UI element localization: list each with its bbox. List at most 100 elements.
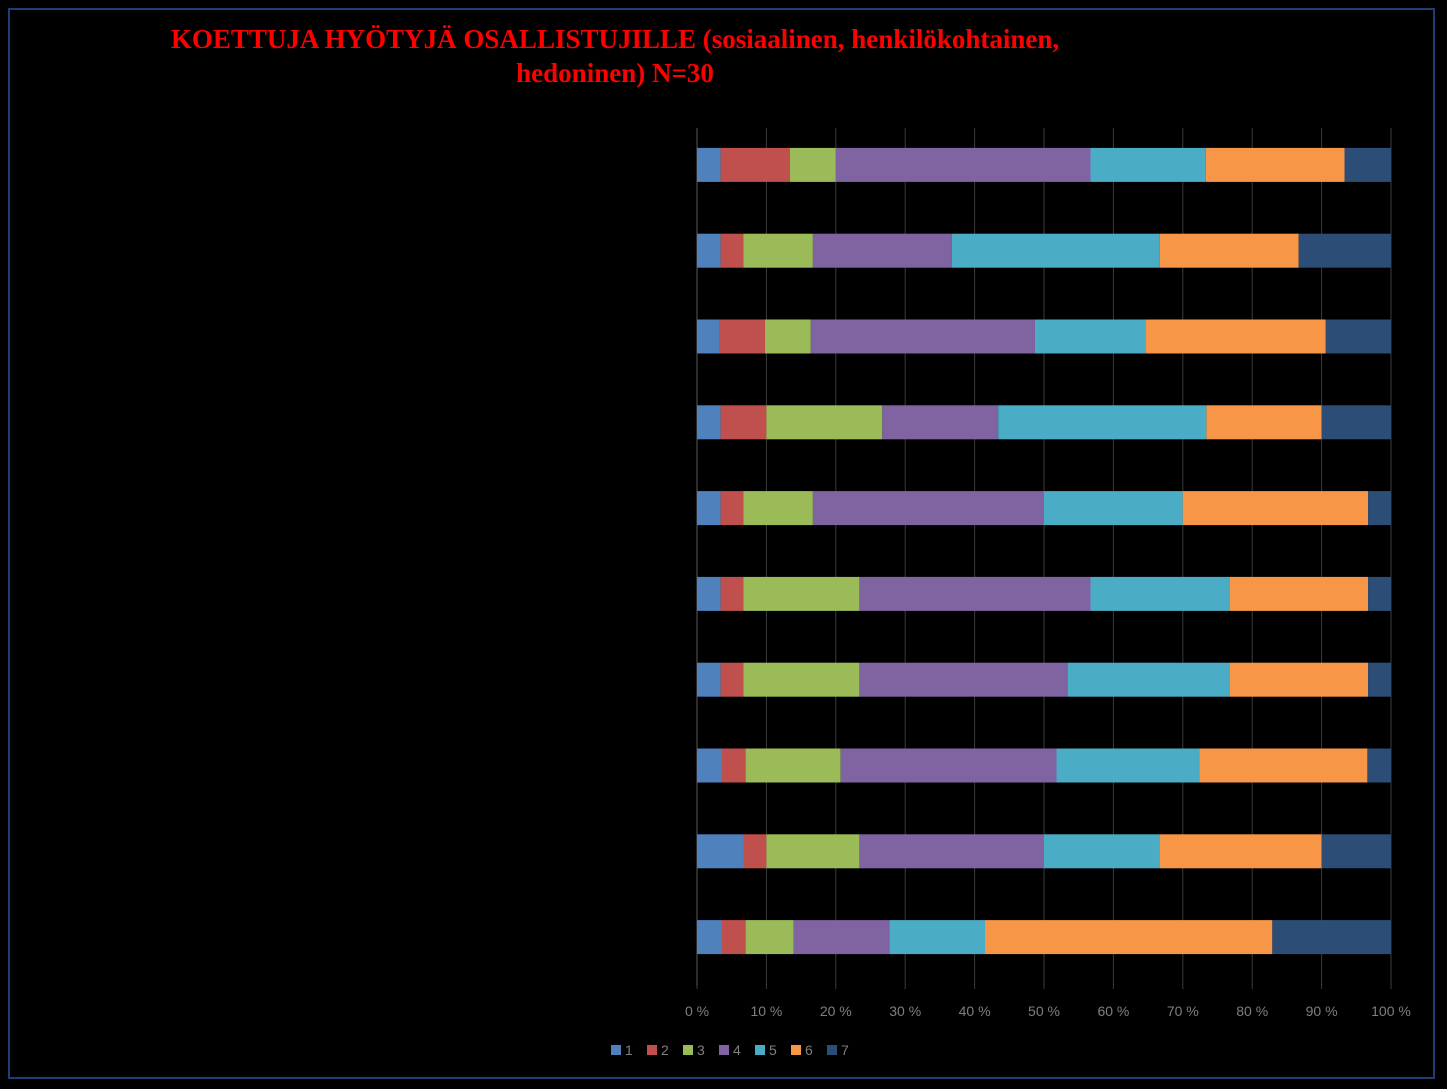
legend-label-7: 7 bbox=[841, 1042, 849, 1058]
bar-segment-row-9-series-1 bbox=[697, 834, 744, 869]
bar-segment-row-6-series-4 bbox=[859, 576, 1091, 611]
x-tick-label: 90 % bbox=[1306, 1003, 1338, 1019]
bar-segment-row-4-series-7 bbox=[1321, 405, 1391, 440]
bar-segment-row-8-series-5 bbox=[1056, 748, 1200, 783]
bar-segment-row-9-series-6 bbox=[1159, 834, 1322, 869]
bar-segment-row-3-series-2 bbox=[719, 319, 766, 354]
bar-segment-row-2-series-3 bbox=[743, 233, 813, 268]
bar-segment-row-3-series-7 bbox=[1325, 319, 1391, 354]
bar-segment-row-4-series-1 bbox=[697, 405, 721, 440]
bar-segment-row-4-series-4 bbox=[882, 405, 999, 440]
legend-label-3: 3 bbox=[697, 1042, 705, 1058]
bar-segment-row-2-series-2 bbox=[720, 233, 744, 268]
bar-segment-row-9-series-2 bbox=[743, 834, 767, 869]
x-tick-label: 100 % bbox=[1371, 1003, 1411, 1019]
x-tick-label: 70 % bbox=[1167, 1003, 1199, 1019]
bar-segment-row-9-series-4 bbox=[859, 834, 1044, 869]
bar-segment-row-4-series-6 bbox=[1206, 405, 1322, 440]
bar-segment-row-1-series-5 bbox=[1090, 147, 1206, 182]
bar-segment-row-4-series-5 bbox=[998, 405, 1207, 440]
legend-swatch-1 bbox=[611, 1045, 621, 1055]
x-tick-label: 20 % bbox=[820, 1003, 852, 1019]
x-tick-label: 0 % bbox=[685, 1003, 709, 1019]
bar-segment-row-6-series-2 bbox=[720, 576, 744, 611]
bar-segment-row-7-series-5 bbox=[1067, 662, 1230, 697]
bar-segment-row-7-series-7 bbox=[1368, 662, 1391, 697]
bar-segment-row-5-series-6 bbox=[1182, 491, 1369, 526]
bar-segment-row-3-series-5 bbox=[1034, 319, 1147, 354]
x-tick-label: 10 % bbox=[750, 1003, 782, 1019]
x-tick-label: 80 % bbox=[1236, 1003, 1268, 1019]
bar-segment-row-5-series-3 bbox=[743, 491, 813, 526]
bar-segment-row-5-series-7 bbox=[1368, 491, 1391, 526]
bar-segment-row-1-series-1 bbox=[697, 147, 721, 182]
bar-segment-row-6-series-3 bbox=[743, 576, 860, 611]
bar-segment-row-7-series-6 bbox=[1229, 662, 1369, 697]
x-tick-label: 30 % bbox=[889, 1003, 921, 1019]
bar-segment-row-10-series-3 bbox=[745, 920, 794, 955]
bar-segment-row-7-series-4 bbox=[859, 662, 1068, 697]
x-tick-label: 50 % bbox=[1028, 1003, 1060, 1019]
bar-segment-row-1-series-4 bbox=[835, 147, 1091, 182]
bar-segment-row-5-series-4 bbox=[812, 491, 1044, 526]
legend-swatch-5 bbox=[755, 1045, 765, 1055]
bar-segment-row-7-series-2 bbox=[720, 662, 744, 697]
bar-segment-row-3-series-4 bbox=[810, 319, 1035, 354]
bar-segment-row-8-series-2 bbox=[721, 748, 746, 783]
bar-segment-row-5-series-5 bbox=[1044, 491, 1183, 526]
legend-swatch-7 bbox=[827, 1045, 837, 1055]
legend-swatch-6 bbox=[791, 1045, 801, 1055]
bar-segment-row-1-series-7 bbox=[1344, 147, 1391, 182]
bar-segment-row-10-series-4 bbox=[793, 920, 890, 955]
bar-segment-row-5-series-2 bbox=[720, 491, 744, 526]
legend-swatch-4 bbox=[719, 1045, 729, 1055]
bar-segment-row-5-series-1 bbox=[697, 491, 721, 526]
bar-segment-row-3-series-3 bbox=[765, 319, 811, 354]
bar-segment-row-9-series-3 bbox=[766, 834, 860, 869]
legend-label-2: 2 bbox=[661, 1042, 669, 1058]
bar-segment-row-4-series-2 bbox=[720, 405, 767, 440]
bar-segment-row-10-series-2 bbox=[721, 920, 746, 955]
x-tick-label: 40 % bbox=[959, 1003, 991, 1019]
bar-segment-row-6-series-6 bbox=[1229, 576, 1369, 611]
bar-segment-row-8-series-1 bbox=[697, 748, 722, 783]
bar-segment-row-8-series-3 bbox=[745, 748, 841, 783]
chart-frame bbox=[8, 8, 1435, 1079]
bar-segment-row-2-series-7 bbox=[1298, 233, 1391, 268]
bar-segment-row-3-series-6 bbox=[1146, 319, 1326, 354]
legend-label-4: 4 bbox=[733, 1042, 741, 1058]
bar-segment-row-6-series-7 bbox=[1368, 576, 1391, 611]
bar-segment-row-6-series-5 bbox=[1090, 576, 1230, 611]
legend-swatch-2 bbox=[647, 1045, 657, 1055]
bar-segment-row-8-series-6 bbox=[1199, 748, 1368, 783]
bar-segment-row-10-series-1 bbox=[697, 920, 722, 955]
bar-segment-row-7-series-1 bbox=[697, 662, 721, 697]
chart-title-line-2: hedoninen) N=30 bbox=[516, 58, 714, 88]
bar-segment-row-2-series-6 bbox=[1159, 233, 1299, 268]
bar-segment-row-8-series-4 bbox=[840, 748, 1057, 783]
x-tick-label: 60 % bbox=[1097, 1003, 1129, 1019]
bar-segment-row-2-series-1 bbox=[697, 233, 721, 268]
legend-swatch-3 bbox=[683, 1045, 693, 1055]
bar-segment-row-8-series-7 bbox=[1367, 748, 1391, 783]
bar-segment-row-10-series-5 bbox=[889, 920, 986, 955]
bar-segment-row-4-series-3 bbox=[766, 405, 883, 440]
bar-segment-row-2-series-4 bbox=[812, 233, 952, 268]
bar-segment-row-9-series-5 bbox=[1044, 834, 1160, 869]
legend-label-1: 1 bbox=[625, 1042, 633, 1058]
chart-title-line-1: KOETTUJA HYÖTYJÄ OSALLISTUJILLE (sosiaal… bbox=[170, 24, 1060, 54]
bar-segment-row-9-series-7 bbox=[1321, 834, 1391, 869]
bar-segment-row-1-series-2 bbox=[720, 147, 790, 182]
bar-segment-row-6-series-1 bbox=[697, 576, 721, 611]
bar-segment-row-10-series-7 bbox=[1272, 920, 1391, 955]
bar-segment-row-3-series-1 bbox=[697, 319, 720, 354]
bar-segment-row-1-series-3 bbox=[789, 147, 836, 182]
bar-segment-row-10-series-6 bbox=[985, 920, 1273, 955]
bar-segment-row-2-series-5 bbox=[951, 233, 1160, 268]
legend-label-5: 5 bbox=[769, 1042, 777, 1058]
chart-title: KOETTUJA HYÖTYJÄ OSALLISTUJILLE (sosiaal… bbox=[0, 22, 1230, 90]
bar-segment-row-7-series-3 bbox=[743, 662, 860, 697]
legend-label-6: 6 bbox=[805, 1042, 813, 1058]
bar-segment-row-1-series-6 bbox=[1205, 147, 1345, 182]
